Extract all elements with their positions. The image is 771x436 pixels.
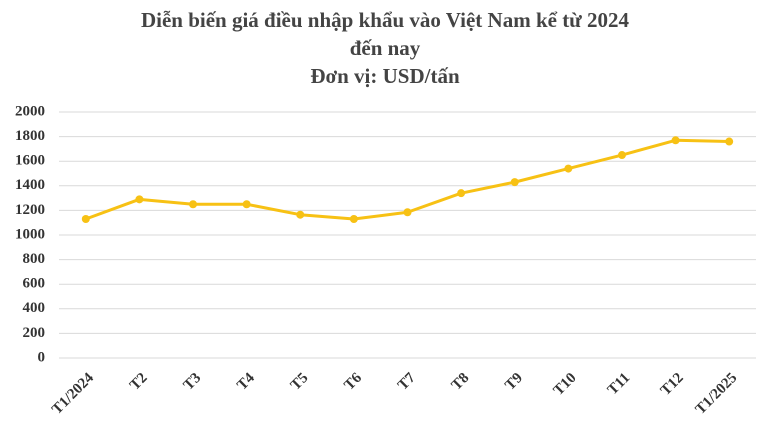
- chart-title: đến nay: [350, 36, 421, 60]
- point: [296, 210, 305, 219]
- point: [510, 178, 519, 187]
- x-tick-label: T6: [341, 370, 365, 394]
- x-tick-label: T8: [449, 370, 473, 394]
- point: [671, 136, 680, 145]
- x-tick-label: T2: [127, 370, 151, 394]
- x-tick-label: T7: [395, 370, 419, 394]
- chart-subtitle: Đơn vị: USD/tấn: [310, 64, 460, 88]
- y-tick-label: 800: [23, 251, 46, 267]
- y-tick-label: 1800: [15, 128, 45, 144]
- x-tick-label: T5: [288, 370, 312, 394]
- y-tick-label: 1400: [15, 177, 45, 193]
- x-tick-label: T12: [658, 370, 687, 399]
- y-tick-label: 1200: [15, 202, 45, 218]
- point: [457, 189, 466, 198]
- y-tick-label: 1000: [15, 226, 45, 242]
- point: [725, 137, 734, 146]
- chart-title: Diễn biến giá điều nhập khẩu vào Việt Na…: [141, 8, 630, 32]
- point: [189, 200, 198, 209]
- y-tick-label: 2000: [15, 103, 45, 119]
- point: [349, 215, 358, 224]
- y-tick-label: 600: [23, 276, 46, 292]
- line: [85, 138, 730, 221]
- y-tick-label: 1600: [15, 153, 45, 169]
- y-tick-label: 0: [38, 349, 46, 365]
- point: [135, 195, 144, 204]
- point: [242, 200, 251, 209]
- x-tick-label: T3: [181, 370, 205, 394]
- point: [564, 164, 573, 173]
- point: [81, 215, 90, 224]
- point: [617, 151, 626, 160]
- x-tick-label: T1/2025: [693, 370, 741, 418]
- y-tick-label: 400: [23, 300, 46, 316]
- x-tick-label: T10: [551, 370, 580, 399]
- x-tick-label: T11: [605, 370, 633, 398]
- x-tick-label: T4: [234, 370, 258, 394]
- point: [403, 208, 412, 217]
- y-tick-label: 200: [23, 325, 46, 341]
- x-tick-label: T1/2024: [49, 370, 97, 418]
- x-tick-label: T9: [502, 370, 526, 394]
